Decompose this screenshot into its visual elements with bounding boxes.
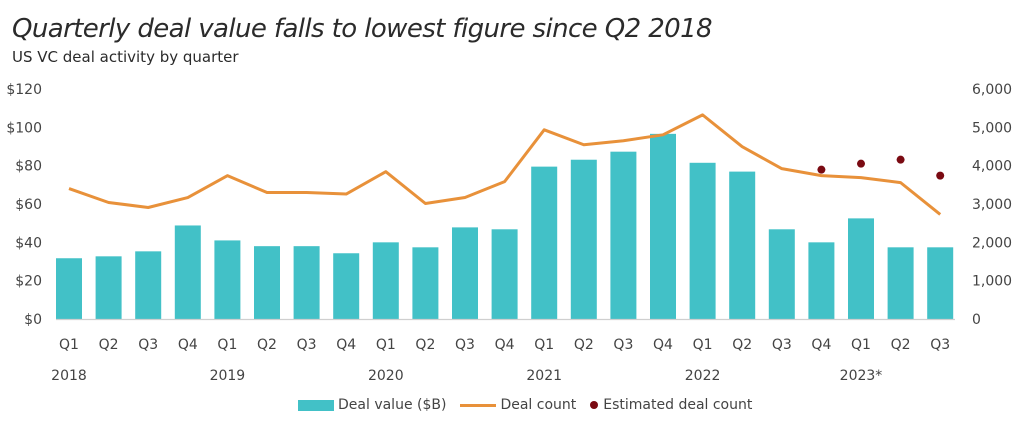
legend-dot-swatch: [590, 401, 599, 409]
legend: Deal value ($B) Deal count Estimated dea…: [298, 397, 766, 413]
x-axis-quarter-labels: Q1 Q2 Q3 Q4 Q1 Q2 Q3 Q4 Q1 Q2 Q3 Q4 Q1 Q2 Q3 Q4 Q1 Q2 Q3 Q4…: [59, 337, 950, 353]
estimated-deal-count-point: [936, 171, 945, 180]
deal-value-bar: [412, 247, 439, 319]
deal-value-bars: [56, 133, 954, 319]
legend-label-estimated-deal-count: Estimated deal count: [603, 397, 753, 413]
legend-item-estimated-deal-count: Estimated deal count: [590, 397, 752, 413]
right-axis-tick-label: 2,000: [972, 235, 1012, 251]
deal-value-bar: [491, 229, 518, 319]
deal-value-bar: [254, 246, 280, 319]
x-axis-quarter-label: Q4: [495, 337, 515, 353]
right-axis-tick-label: 4,000: [972, 159, 1012, 175]
deal-value-bar: [531, 166, 558, 319]
deal-value-bar: [135, 251, 162, 319]
deal-value-bar: [729, 171, 756, 319]
deal-value-bar: [293, 246, 320, 319]
chart-subtitle: US VC deal activity by quarter: [12, 48, 239, 66]
right-axis-tick-label: 0: [972, 312, 981, 328]
x-axis-year-label: 2018: [51, 368, 87, 384]
deal-value-bar: [372, 242, 399, 319]
deal-value-bar: [768, 229, 795, 319]
x-axis-quarter-label: Q3: [138, 337, 158, 353]
deal-value-bar: [808, 242, 835, 319]
legend-line-swatch: [460, 403, 497, 407]
x-axis-year-label: 2023*: [840, 368, 883, 384]
chart-title: Quarterly deal value falls to lowest fig…: [12, 14, 713, 44]
deal-count-line-group: [68, 113, 942, 216]
right-axis-tick-label: 6,000: [972, 82, 1012, 98]
deal-value-bar: [689, 162, 716, 319]
estimated-deal-count-point: [896, 155, 905, 164]
x-axis-year-label: 2022: [685, 368, 721, 384]
legend-label-deal-value: Deal value ($B): [338, 397, 447, 413]
x-axis-quarter-label: Q2: [99, 337, 119, 353]
right-axis-tick-label: 1,000: [972, 274, 1012, 290]
x-axis-quarter-label: Q4: [653, 337, 673, 353]
x-axis-year-labels: 2018 2019 2020 2021 2022 2023*: [51, 368, 882, 384]
x-axis-quarter-label: Q2: [574, 337, 594, 353]
left-axis-tick-label: $60: [15, 197, 42, 213]
x-axis-year-label: 2021: [526, 368, 562, 384]
x-axis-quarter-label: Q3: [930, 337, 950, 353]
legend-bar-swatch: [298, 399, 334, 411]
right-axis-ticks: 0 1,000 2,000 3,000 4,000 5,000 6,000: [972, 82, 1012, 328]
x-axis-quarter-label: Q3: [297, 337, 317, 353]
x-axis-quarter-label: Q1: [534, 337, 554, 353]
estimated-deal-count-dots: [817, 155, 945, 180]
x-axis-year-label: 2019: [210, 368, 246, 384]
x-axis-quarter-label: Q1: [376, 337, 396, 353]
x-axis-quarter-label: Q3: [455, 337, 475, 353]
legend-label-deal-count: Deal count: [500, 397, 577, 413]
x-axis-quarter-label: Q1: [59, 337, 79, 353]
estimated-deal-count-point: [857, 159, 865, 168]
right-axis-tick-label: 5,000: [972, 120, 1012, 136]
x-axis-quarter-label: Q1: [851, 337, 871, 353]
deal-value-bar: [174, 225, 201, 319]
deal-value-bar: [887, 247, 914, 319]
deal-value-bar: [570, 159, 597, 319]
right-axis-tick-label: 3,000: [972, 197, 1012, 213]
left-axis-tick-label: $80: [15, 159, 42, 175]
left-axis-ticks: $0 $20 $40 $60 $80 $100 $120: [6, 82, 42, 328]
left-axis-tick-label: $20: [15, 274, 42, 290]
x-axis-year-label: 2020: [368, 368, 404, 384]
x-axis-quarter-label: Q3: [772, 337, 792, 353]
x-axis-quarter-label: Q2: [257, 337, 277, 353]
deal-value-bar: [56, 258, 82, 319]
deal-value-bar: [452, 227, 478, 319]
x-axis-quarter-label: Q4: [811, 337, 831, 353]
deal-value-bar: [610, 151, 637, 319]
x-axis-quarter-label: Q4: [336, 337, 356, 353]
x-axis-quarter-label: Q1: [217, 337, 237, 353]
left-axis-tick-label: $120: [6, 82, 42, 98]
estimated-deal-count-point: [817, 165, 826, 174]
deal-value-bar: [848, 218, 874, 319]
left-axis-tick-label: $100: [6, 120, 42, 136]
x-axis-quarter-label: Q2: [732, 337, 752, 353]
deal-value-bar: [214, 240, 241, 319]
x-axis-quarter-label: Q2: [891, 337, 911, 353]
x-axis-quarter-label: Q3: [613, 337, 633, 353]
left-axis-tick-label: $40: [15, 235, 42, 251]
legend-item-deal-value: Deal value ($B): [298, 397, 446, 413]
x-axis-quarter-label: Q4: [178, 337, 198, 353]
legend-item-deal-count: Deal count: [460, 397, 576, 413]
x-axis-quarter-label: Q1: [693, 337, 713, 353]
x-axis-quarter-label: Q2: [415, 337, 435, 353]
deal-value-bar: [333, 253, 360, 319]
deal-count-line: [68, 113, 942, 216]
deal-value-bar: [95, 256, 122, 319]
left-axis-tick-label: $0: [24, 312, 42, 328]
deal-value-bar: [927, 247, 954, 319]
deal-value-bar: [650, 133, 676, 319]
